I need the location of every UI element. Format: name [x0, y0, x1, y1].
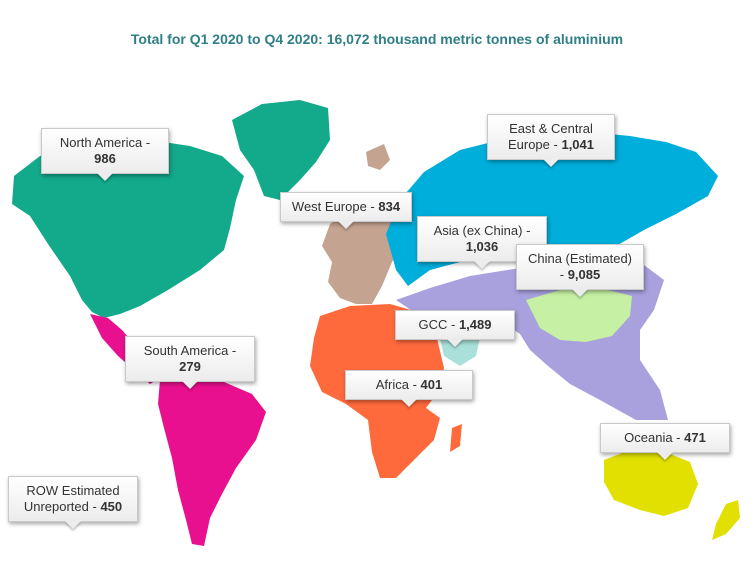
callout-value: 1,489 [458, 317, 492, 332]
callout-label: ROW Estimated Unreported - [23, 483, 120, 514]
callout-label: GCC - [418, 317, 456, 332]
callout-label: North America - [59, 135, 151, 150]
callout-west-europe[interactable]: West Europe - 834 [280, 192, 412, 222]
map-title: Total for Q1 2020 to Q4 2020: 16,072 tho… [130, 31, 624, 47]
callout-label: West Europe - [291, 199, 375, 214]
region-south-america[interactable] [158, 374, 266, 546]
callout-value: 1,036 [465, 239, 499, 254]
callout-label: Africa - [375, 377, 417, 392]
callout-value: 450 [100, 499, 123, 514]
callout-value: 9,085 [567, 267, 601, 282]
region-scandinavia[interactable] [366, 144, 390, 170]
callout-china[interactable]: China (Estimated) - 9,085 [516, 244, 644, 290]
callout-label: South America - [143, 343, 237, 358]
callout-row-unreported[interactable]: ROW Estimated Unreported - 450 [8, 476, 138, 522]
callout-label: Asia (ex China) - [433, 223, 531, 238]
callout-east-central-europe[interactable]: East & Central Europe - 1,041 [487, 114, 615, 160]
callout-north-america[interactable]: North America - 986 [41, 128, 169, 174]
callout-value: 834 [378, 199, 401, 214]
callout-value: 986 [94, 151, 116, 166]
callout-oceania[interactable]: Oceania - 471 [600, 423, 730, 453]
callout-value: 1,041 [561, 137, 595, 152]
callout-africa[interactable]: Africa - 401 [345, 370, 473, 400]
callout-value: 279 [179, 359, 201, 374]
region-north-america[interactable] [12, 140, 244, 318]
callout-value: 401 [420, 377, 443, 392]
region-china[interactable] [526, 288, 632, 342]
callout-south-america[interactable]: South America - 279 [125, 336, 255, 382]
callout-label: Oceania - [624, 430, 681, 445]
region-oceania[interactable] [604, 450, 698, 516]
region-new-zealand[interactable] [712, 500, 740, 540]
region-west-europe[interactable] [322, 206, 404, 304]
callout-value: 471 [684, 430, 706, 445]
callout-label: East & Central Europe - [507, 121, 593, 152]
region-greenland[interactable] [232, 100, 330, 200]
region-madagascar[interactable] [450, 424, 462, 452]
callout-label: China (Estimated) - [527, 251, 633, 282]
callout-gcc[interactable]: GCC - 1,489 [395, 310, 515, 340]
